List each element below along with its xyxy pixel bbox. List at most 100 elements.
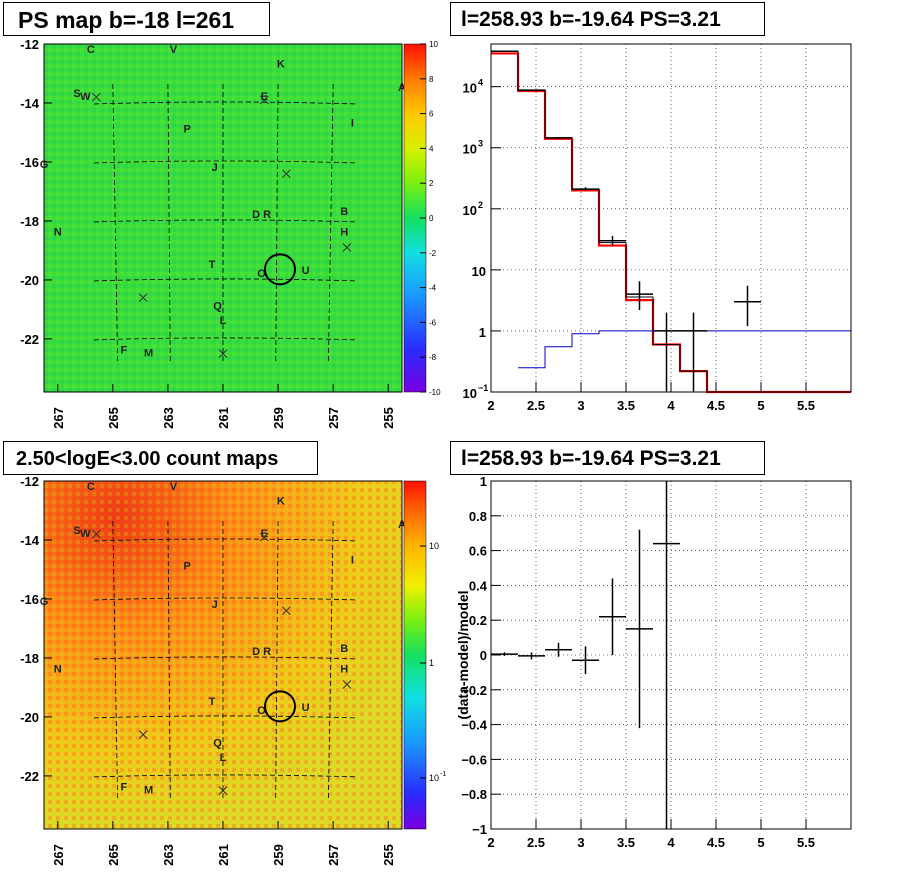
source-label: W bbox=[80, 528, 91, 540]
y-tick-label: -22 bbox=[20, 332, 39, 347]
x-tick-label: 259 bbox=[271, 407, 286, 429]
source-cross bbox=[342, 243, 352, 252]
x-tick-label: 263 bbox=[161, 844, 176, 866]
y-tick-label: -20 bbox=[20, 273, 39, 288]
x-tick-label: 2.5 bbox=[527, 398, 545, 413]
y-tick-label: 10 bbox=[463, 203, 477, 218]
residual-axes: 2 2.5 3 3.5 4 4.5 5 5.5 1 0.8 0.6 0.4 0.2 0 −0.2 −0.4 −0… bbox=[461, 474, 815, 850]
source-label: V bbox=[170, 481, 178, 493]
y-tick-label: 10 bbox=[472, 264, 486, 279]
x-tick-label: 265 bbox=[106, 844, 121, 866]
x-tick-label: 263 bbox=[161, 407, 176, 429]
source-label: T bbox=[209, 259, 216, 271]
source-cross bbox=[91, 92, 101, 102]
y-tick-label: −0.8 bbox=[461, 787, 487, 802]
source-label: D bbox=[252, 646, 260, 658]
source-label: O bbox=[257, 705, 266, 717]
y-tick-label: -12 bbox=[20, 37, 39, 52]
grid-longitude-line bbox=[275, 83, 279, 365]
y-tick-label: 1 bbox=[479, 325, 486, 340]
y-tick-label: −1 bbox=[472, 822, 487, 837]
y-tick-label: −0.2 bbox=[461, 683, 487, 698]
source-label: Q bbox=[213, 737, 222, 749]
source-label: E bbox=[261, 91, 268, 103]
residual-panel: 2 2.5 3 3.5 4 4.5 5 5.5 1 0.8 0.6 0.4 0.2 0 −0.2 −0.4 −0… bbox=[455, 474, 852, 850]
y-tick-label: 10 bbox=[463, 386, 477, 401]
x-tick-label: 267 bbox=[51, 407, 66, 429]
x-tick-label: 2 bbox=[487, 835, 494, 850]
grid-latitude-line bbox=[93, 597, 358, 601]
source-label: M bbox=[144, 348, 153, 360]
x-tick-label: 4.5 bbox=[707, 835, 725, 850]
residual-y-axis-label: (data-model)/model bbox=[455, 590, 471, 719]
grid-latitude-line bbox=[93, 101, 358, 105]
source-label: F bbox=[120, 782, 127, 794]
source-label: I bbox=[351, 118, 354, 130]
x-tick-label: 4 bbox=[667, 835, 675, 850]
y-tick-label: 0 bbox=[480, 648, 487, 663]
source-label: D bbox=[252, 209, 260, 221]
source-label: R bbox=[263, 209, 271, 221]
y-tick-label: 0.8 bbox=[469, 509, 487, 524]
x-tick-label: 3 bbox=[577, 835, 584, 850]
target-circle bbox=[264, 253, 297, 286]
x-tick-label: 5.5 bbox=[797, 398, 815, 413]
source-label: U bbox=[302, 702, 310, 714]
colorbar-tick-label: -6 bbox=[429, 318, 437, 327]
count-map-colorbar bbox=[403, 480, 427, 830]
x-tick-label: 255 bbox=[381, 407, 396, 429]
ps-map-coordinate-grid bbox=[93, 83, 358, 365]
source-label: Q bbox=[213, 300, 222, 312]
source-label: N bbox=[54, 664, 62, 676]
grid-longitude-line bbox=[327, 83, 334, 365]
source-label: S bbox=[73, 88, 80, 100]
colorbar-tick-label: 10 bbox=[429, 541, 439, 551]
y-tick-label: −0.6 bbox=[461, 752, 487, 767]
y-tick-exponent: −1 bbox=[478, 383, 488, 393]
x-tick-label: 5 bbox=[757, 835, 764, 850]
colorbar-tick-label: 8 bbox=[429, 75, 434, 84]
x-tick-label: 261 bbox=[216, 844, 231, 866]
x-tick-label: 4.5 bbox=[707, 398, 725, 413]
source-label: I bbox=[351, 555, 354, 567]
grid-latitude-line bbox=[93, 219, 358, 223]
spectrum-series bbox=[491, 50, 851, 394]
residual-title: l=258.93 b=-19.64 PS=3.21 bbox=[450, 441, 765, 475]
ps-map-axes: 267 265 263 261 259 257 255 -12 -14 -16 -18 -20 -22 bbox=[20, 37, 396, 429]
x-tick-label: 3 bbox=[577, 398, 584, 413]
x-tick-label: 2 bbox=[487, 398, 494, 413]
y-tick-label: -16 bbox=[20, 592, 39, 607]
source-label: N bbox=[54, 227, 62, 239]
source-cross bbox=[218, 349, 228, 359]
source-label: O bbox=[257, 268, 266, 280]
y-tick-label: 10 bbox=[463, 81, 477, 96]
source-cross bbox=[138, 293, 148, 302]
x-tick-label: 3.5 bbox=[617, 835, 635, 850]
source-label: K bbox=[277, 59, 285, 71]
source-label: B bbox=[340, 643, 348, 655]
y-tick-label: -18 bbox=[20, 651, 39, 666]
y-tick-label: 0.4 bbox=[469, 578, 488, 593]
source-label: H bbox=[340, 664, 348, 676]
colorbar-tick-label: 10 bbox=[429, 40, 438, 49]
x-tick-label: 265 bbox=[106, 407, 121, 429]
grid-longitude-line bbox=[275, 520, 279, 802]
colorbar-tick-label: -8 bbox=[429, 353, 437, 362]
source-cross bbox=[138, 730, 148, 739]
x-tick-label: 259 bbox=[271, 844, 286, 866]
source-label: V bbox=[170, 44, 178, 56]
y-tick-label: 0.6 bbox=[469, 544, 487, 559]
grid-latitude-line bbox=[93, 337, 358, 341]
source-label: S bbox=[73, 525, 80, 537]
y-tick-label: -18 bbox=[20, 214, 39, 229]
x-tick-label: 2.5 bbox=[527, 835, 545, 850]
x-tick-label: 257 bbox=[326, 407, 341, 429]
y-tick-label: -14 bbox=[20, 96, 40, 111]
y-tick-exponent: 3 bbox=[478, 139, 483, 149]
x-tick-label: 267 bbox=[51, 844, 66, 866]
source-label: C bbox=[87, 44, 95, 56]
